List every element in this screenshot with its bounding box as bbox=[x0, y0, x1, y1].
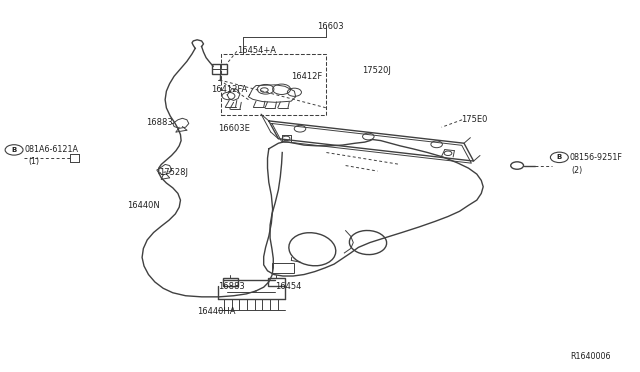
Text: 16454: 16454 bbox=[275, 282, 301, 291]
Text: B: B bbox=[557, 154, 562, 160]
Text: 175E0: 175E0 bbox=[461, 115, 487, 124]
Text: 08156-9251F: 08156-9251F bbox=[570, 153, 623, 162]
Bar bbox=[212, 64, 227, 74]
Text: (2): (2) bbox=[572, 166, 583, 174]
Text: R1640006: R1640006 bbox=[571, 352, 611, 361]
Text: 16412FA: 16412FA bbox=[211, 85, 248, 94]
Text: 16454+A: 16454+A bbox=[237, 46, 276, 55]
Text: 16883: 16883 bbox=[146, 118, 173, 127]
Text: 081A6-6121A: 081A6-6121A bbox=[24, 145, 78, 154]
Bar bbox=[221, 54, 326, 115]
Text: 16883: 16883 bbox=[218, 282, 244, 291]
Text: 16603E: 16603E bbox=[218, 124, 250, 133]
Text: (1): (1) bbox=[28, 157, 39, 166]
Text: 16412F: 16412F bbox=[291, 72, 323, 81]
Bar bbox=[268, 278, 285, 286]
Bar bbox=[223, 278, 238, 286]
Text: 16440HA: 16440HA bbox=[197, 307, 236, 316]
Text: 17520J: 17520J bbox=[362, 66, 390, 75]
Bar bbox=[272, 263, 294, 273]
Text: B: B bbox=[12, 147, 17, 153]
Text: 16603: 16603 bbox=[317, 22, 344, 31]
Text: 17528J: 17528J bbox=[159, 169, 188, 177]
Text: 16440N: 16440N bbox=[127, 201, 159, 210]
